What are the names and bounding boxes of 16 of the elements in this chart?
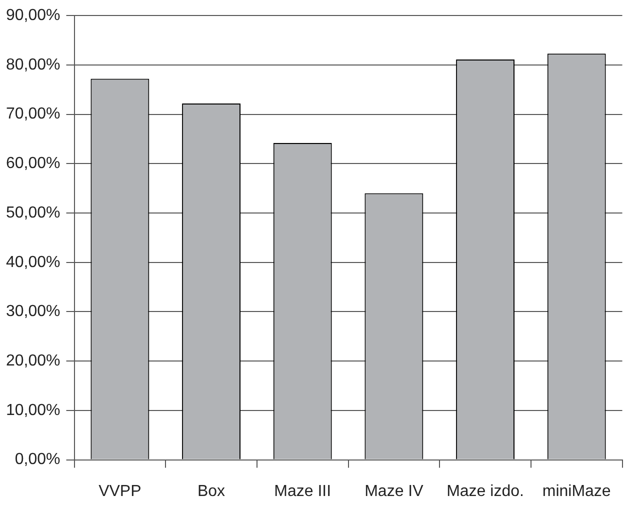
y-tick-label: 20,00% [6,352,60,370]
x-tick-label: Maze izdo. [446,482,524,500]
y-tick-label: 30,00% [6,303,60,320]
y-tick-label: 80,00% [6,56,60,74]
x-tick-label: Maze IV [364,482,424,500]
y-tick-label: 90,00% [6,7,60,24]
x-tick-label: Box [197,482,226,500]
y-tick-label: 60,00% [6,155,60,172]
y-tick-label: 10,00% [6,402,60,419]
x-tick-label: miniMaze [542,482,611,500]
x-tick-label: VVPP [98,482,142,500]
y-tick-label: 70,00% [6,106,60,123]
x-tick-label: Maze III [274,482,332,500]
y-tick-label: 50,00% [6,204,60,222]
y-tick-label: 0,00% [14,451,60,468]
y-tick-label: 40,00% [6,254,60,271]
